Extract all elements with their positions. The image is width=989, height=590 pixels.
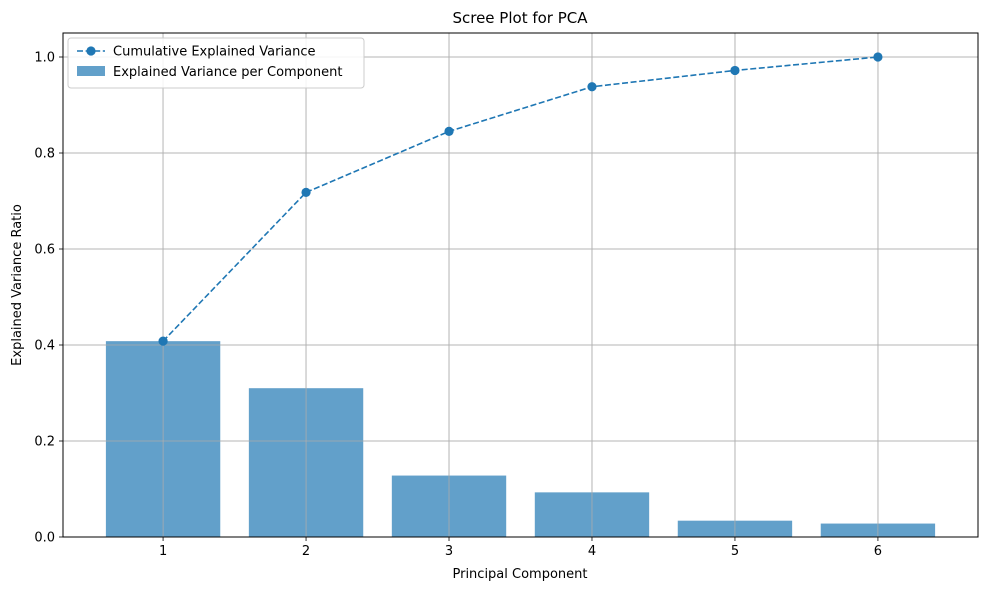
cumulative-point-1: [158, 336, 168, 346]
legend-marker-swatch: [86, 46, 96, 56]
legend: Cumulative Explained Variance Explained V…: [67, 37, 365, 89]
y-tick-label: 0.8: [34, 147, 55, 162]
y-axis-label: Explained Variance Ratio: [10, 204, 25, 366]
cumulative-point-3: [444, 126, 454, 136]
line-series: [158, 52, 883, 346]
x-tick-label: 5: [731, 544, 739, 559]
legend-label-per-component: Explained Variance per Component: [113, 65, 342, 80]
y-tick-label: 0.4: [34, 339, 55, 354]
y-tick-label: 0.0: [34, 531, 55, 546]
x-tick-label: 1: [159, 544, 167, 559]
x-tick-label: 6: [874, 544, 882, 559]
cumulative-point-6: [873, 52, 883, 62]
legend-box: [67, 37, 365, 89]
y-tick-label: 0.6: [34, 243, 55, 258]
legend-bar-swatch: [77, 66, 105, 76]
x-tick-label: 2: [302, 544, 310, 559]
cumulative-point-4: [587, 82, 597, 92]
axis-ticks: 1 2 3 4 5 6 0.0 0.2 0.4 0.6 0.8 1.0: [34, 51, 882, 560]
chart-title: Scree Plot for PCA: [452, 9, 588, 27]
legend-label-cumulative: Cumulative Explained Variance: [113, 45, 315, 60]
x-axis-label: Principal Component: [452, 567, 587, 582]
y-tick-label: 0.2: [34, 435, 55, 450]
y-tick-label: 1.0: [34, 51, 55, 66]
x-tick-label: 3: [445, 544, 453, 559]
plot-frame: [62, 32, 979, 538]
cumulative-point-5: [730, 65, 740, 76]
cumulative-point-2: [301, 187, 311, 197]
x-tick-label: 4: [588, 544, 596, 559]
